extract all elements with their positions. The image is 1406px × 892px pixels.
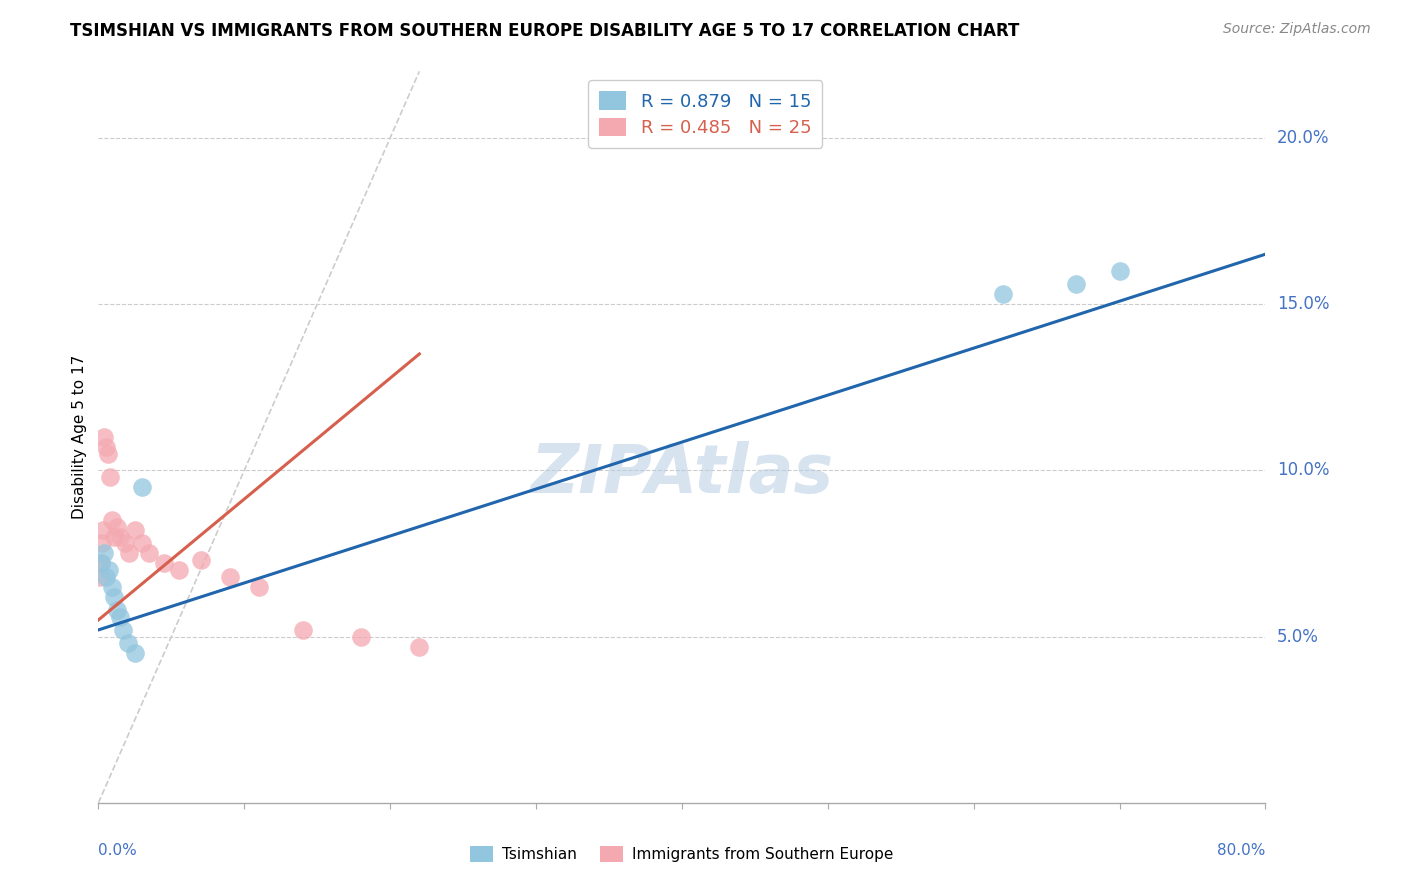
Point: [131, 480, 153, 494]
Point: [91, 523, 114, 537]
Point: [90, 557, 112, 571]
Point: [218, 570, 240, 584]
Y-axis label: Disability Age 5 to 17: Disability Age 5 to 17: [72, 355, 87, 519]
Point: [117, 636, 139, 650]
Text: TSIMSHIAN VS IMMIGRANTS FROM SOUTHERN EUROPE DISABILITY AGE 5 TO 17 CORRELATION : TSIMSHIAN VS IMMIGRANTS FROM SOUTHERN EU…: [70, 22, 1019, 40]
Point: [105, 520, 128, 534]
Point: [103, 590, 125, 604]
Legend: Tsimshian, Immigrants from Southern Europe: Tsimshian, Immigrants from Southern Euro…: [464, 840, 900, 868]
Point: [89, 570, 111, 584]
Point: [96, 570, 118, 584]
Point: [408, 640, 430, 654]
Text: 10.0%: 10.0%: [1277, 461, 1330, 479]
Point: [110, 530, 132, 544]
Point: [105, 603, 128, 617]
Point: [90, 536, 112, 550]
Point: [90, 557, 112, 571]
Point: [101, 513, 124, 527]
Point: [350, 630, 373, 644]
Text: Source: ZipAtlas.com: Source: ZipAtlas.com: [1223, 22, 1371, 37]
Point: [98, 563, 121, 577]
Point: [291, 623, 314, 637]
Text: 15.0%: 15.0%: [1277, 295, 1330, 313]
Point: [110, 609, 132, 624]
Text: 80.0%: 80.0%: [1218, 843, 1265, 858]
Text: 0.0%: 0.0%: [98, 843, 138, 858]
Point: [124, 523, 146, 537]
Point: [98, 470, 121, 484]
Point: [118, 546, 141, 560]
Point: [247, 580, 270, 594]
Point: [153, 557, 176, 571]
Point: [94, 440, 117, 454]
Point: [93, 546, 115, 560]
Point: [190, 553, 212, 567]
Point: [991, 287, 1014, 301]
Text: ZIPAtlas: ZIPAtlas: [530, 441, 834, 507]
Point: [93, 430, 115, 444]
Point: [167, 563, 190, 577]
Text: 20.0%: 20.0%: [1277, 128, 1330, 147]
Text: 5.0%: 5.0%: [1277, 628, 1319, 646]
Point: [1064, 277, 1087, 292]
Point: [97, 447, 120, 461]
Point: [138, 546, 160, 560]
Point: [103, 530, 125, 544]
Point: [124, 646, 146, 660]
Point: [101, 580, 124, 594]
Point: [112, 623, 135, 637]
Point: [131, 536, 153, 550]
Point: [114, 536, 136, 550]
Point: [1108, 264, 1130, 278]
